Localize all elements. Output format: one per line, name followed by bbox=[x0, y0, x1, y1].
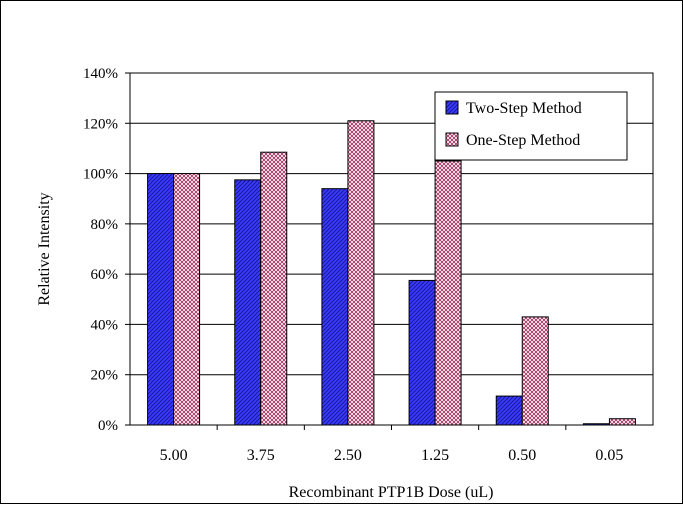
bar-two-step-1 bbox=[234, 179, 262, 426]
x-axis-label: Recombinant PTP1B Dose (uL) bbox=[289, 484, 494, 501]
bar-one-step-0 bbox=[173, 173, 201, 426]
x-tick-label: 2.50 bbox=[334, 447, 362, 464]
bar-two-step-3 bbox=[408, 279, 436, 426]
legend: Two-Step Method One-Step Method bbox=[434, 91, 628, 161]
bar-two-step-0 bbox=[147, 173, 175, 426]
x-tick-label: 0.50 bbox=[508, 447, 536, 464]
legend-label-two-step: Two-Step Method bbox=[466, 100, 582, 117]
bar-one-step-2 bbox=[347, 120, 375, 426]
y-tick-label: 60% bbox=[91, 267, 119, 283]
legend-box bbox=[434, 91, 628, 161]
bar-one-step-4 bbox=[521, 316, 549, 426]
bar-one-step-5 bbox=[608, 418, 636, 426]
bar-two-step-2 bbox=[321, 188, 349, 426]
y-tick-label: 40% bbox=[91, 317, 119, 333]
y-tick-label: 120% bbox=[83, 116, 118, 132]
x-tick-labels: 5.00 3.75 2.50 1.25 0.50 0.05 bbox=[160, 425, 623, 464]
bar-two-step-4 bbox=[495, 395, 523, 426]
legend-label-one-step: One-Step Method bbox=[466, 132, 580, 149]
y-tick-label: 80% bbox=[91, 217, 119, 233]
x-tick-label: 1.25 bbox=[421, 447, 449, 464]
bar-one-step-1 bbox=[260, 151, 288, 426]
y-tick-label: 0% bbox=[98, 418, 118, 434]
y-tick-label: 100% bbox=[83, 167, 118, 183]
x-tick-label: 5.00 bbox=[160, 447, 188, 464]
bars bbox=[147, 120, 636, 426]
y-tick-label: 20% bbox=[91, 368, 119, 384]
y-tick-label: 140% bbox=[83, 66, 118, 82]
legend-swatch-one-step bbox=[445, 132, 459, 147]
bar-one-step-3 bbox=[434, 160, 462, 426]
x-tick-label: 3.75 bbox=[247, 447, 275, 464]
y-tick-labels: 0% 20% 40% 60% 80% 100% 120% 140% bbox=[83, 66, 130, 434]
grid-lines bbox=[130, 122, 653, 376]
legend-swatch-two-step bbox=[445, 100, 459, 115]
y-axis-label: Relative Intensity bbox=[36, 192, 53, 305]
x-tick-label: 0.05 bbox=[595, 447, 623, 464]
